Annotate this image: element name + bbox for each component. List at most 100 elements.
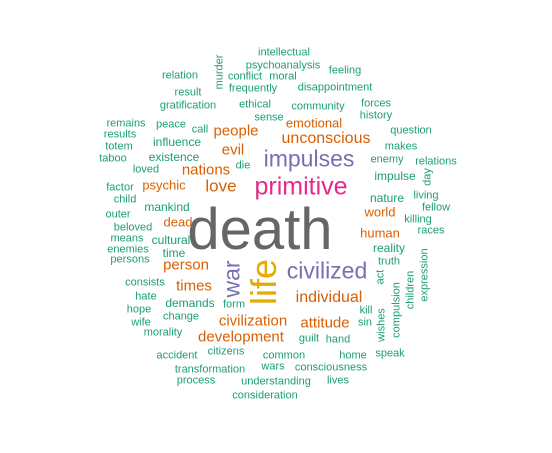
- word-hand: hand: [325, 333, 351, 346]
- word-conflict: conflict: [227, 70, 263, 83]
- word-death: death: [187, 197, 333, 262]
- word-remains: remains: [106, 117, 146, 130]
- word-enemy: enemy: [370, 153, 404, 166]
- word-races: races: [417, 224, 445, 237]
- word-factor: factor: [106, 181, 134, 194]
- word-day: day: [421, 168, 434, 186]
- word-time: time: [162, 246, 186, 260]
- word-morality: morality: [143, 326, 183, 339]
- word-unconscious: unconscious: [281, 130, 371, 147]
- word-person: person: [163, 256, 209, 274]
- word-results: results: [103, 128, 137, 141]
- word-individual: individual: [295, 289, 363, 306]
- word-call: call: [191, 123, 209, 136]
- word-lives: lives: [326, 374, 350, 387]
- word-cultural: cultural: [151, 233, 191, 247]
- word-hate: hate: [135, 290, 157, 303]
- word-primitive: primitive: [254, 172, 348, 201]
- word-moral: moral: [269, 70, 297, 83]
- word-nations: nations: [181, 161, 231, 179]
- word-ethical: ethical: [239, 98, 271, 111]
- word-change: change: [162, 310, 200, 323]
- word-citizens: citizens: [207, 345, 245, 358]
- word-compulsion: compulsion: [390, 282, 403, 338]
- word-child: child: [113, 193, 137, 206]
- word-hope: hope: [126, 303, 152, 316]
- word-totem: totem: [105, 140, 133, 153]
- word-makes: makes: [384, 140, 418, 153]
- word-feeling: feeling: [328, 64, 362, 77]
- word-wishes: wishes: [375, 308, 388, 342]
- word-truth: truth: [377, 255, 401, 268]
- word-act: act: [374, 269, 387, 285]
- word-expression: expression: [418, 248, 431, 302]
- word-taboo: taboo: [99, 152, 127, 165]
- word-means: means: [110, 232, 144, 245]
- word-process: process: [176, 374, 216, 387]
- word-impulses: impulses: [263, 145, 355, 172]
- word-human: human: [360, 225, 400, 241]
- word-common: common: [262, 349, 306, 362]
- word-murder: murder: [213, 54, 226, 90]
- word-disappointment: disappointment: [297, 81, 373, 94]
- word-war: war: [218, 260, 245, 298]
- word-outer: outer: [105, 208, 131, 221]
- word-development: development: [198, 328, 284, 346]
- word-beloved: beloved: [113, 221, 153, 234]
- word-evil: evil: [221, 141, 245, 159]
- word-relations: relations: [415, 155, 457, 168]
- word-die: die: [235, 159, 251, 172]
- word-wars: wars: [261, 360, 285, 373]
- word-life: life: [243, 258, 284, 306]
- word-psychoanalysis: psychoanalysis: [245, 59, 321, 72]
- word-consideration: consideration: [232, 389, 298, 402]
- word-fellow: fellow: [421, 201, 451, 214]
- word-relation: relation: [161, 69, 199, 82]
- word-impulse: impulse: [374, 169, 416, 183]
- word-persons: persons: [110, 253, 150, 266]
- word-form: form: [223, 298, 245, 311]
- word-consciousness: consciousness: [294, 361, 368, 374]
- word-wife: wife: [131, 316, 151, 329]
- word-civilization: civilization: [218, 312, 288, 330]
- word-consists: consists: [125, 276, 165, 289]
- word-emotional: emotional: [285, 115, 343, 131]
- word-forces: forces: [361, 97, 391, 110]
- word-people: people: [213, 122, 259, 140]
- word-enemies: enemies: [107, 243, 149, 256]
- word-love: love: [205, 176, 237, 196]
- word-speak: speak: [375, 347, 405, 360]
- word-nature: nature: [369, 191, 405, 205]
- word-peace: peace: [156, 118, 186, 131]
- word-existence: existence: [148, 150, 200, 164]
- word-result: result: [174, 86, 202, 99]
- word-understanding: understanding: [241, 375, 311, 388]
- word-reality: reality: [372, 241, 406, 255]
- word-intellectual: intellectual: [258, 46, 310, 59]
- word-home: home: [339, 349, 367, 362]
- word-influence: influence: [152, 135, 202, 149]
- word-kill: kill: [359, 304, 373, 317]
- word-community: community: [291, 100, 345, 113]
- word-accident: accident: [156, 349, 198, 362]
- word-dead: dead: [163, 214, 193, 230]
- word-transformation: transformation: [174, 363, 246, 376]
- word-loved: loved: [132, 163, 160, 176]
- word-times: times: [176, 277, 212, 295]
- word-mankind: mankind: [144, 200, 190, 214]
- word-killing: killing: [404, 213, 432, 226]
- word-demands: demands: [165, 296, 215, 310]
- word-attitude: attitude: [300, 314, 350, 332]
- word-frequently: frequently: [228, 82, 278, 95]
- word-sin: sin: [357, 316, 373, 329]
- word-sense: sense: [254, 111, 284, 124]
- word-children: children: [404, 270, 417, 310]
- word-civilized: civilized: [286, 257, 368, 284]
- word-question: question: [390, 124, 432, 137]
- word-psychic: psychic: [142, 177, 186, 193]
- word-history: history: [359, 109, 393, 122]
- word-living: living: [413, 189, 439, 202]
- word-world: world: [364, 204, 396, 220]
- word-guilt: guilt: [298, 332, 320, 345]
